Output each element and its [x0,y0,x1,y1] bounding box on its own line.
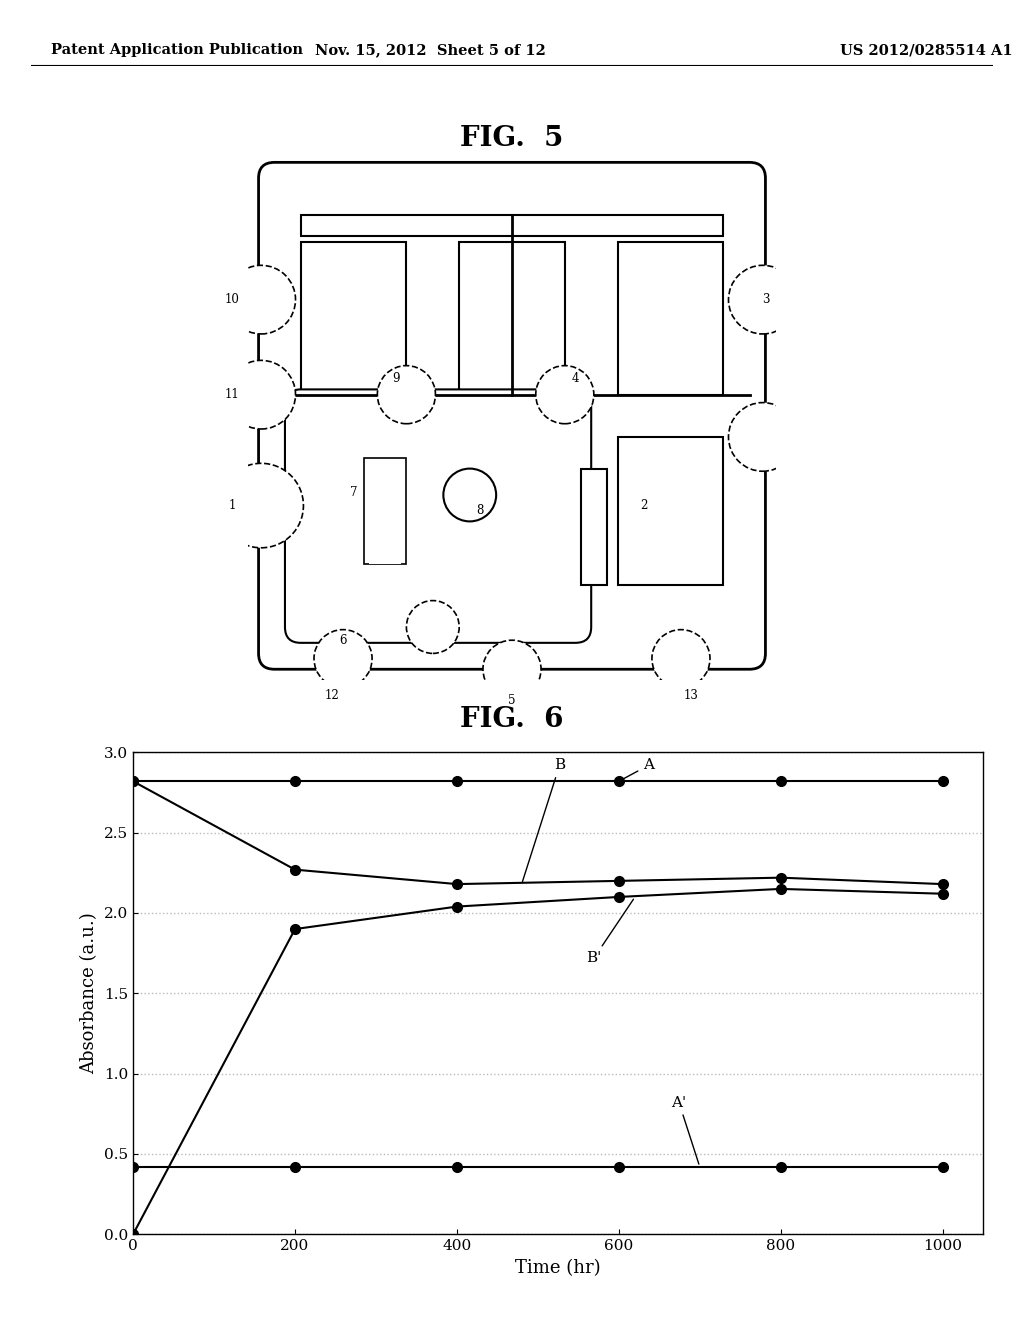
Text: Patent Application Publication: Patent Application Publication [51,44,303,57]
Bar [370,521,401,564]
Text: B': B' [587,899,634,965]
Bar [459,242,565,395]
Text: US 2012/0285514 A1: US 2012/0285514 A1 [840,44,1013,57]
Text: 10: 10 [224,293,240,306]
Bar [617,242,723,395]
Circle shape [536,366,594,424]
Text: 4: 4 [571,372,580,385]
Circle shape [483,640,541,698]
Circle shape [378,366,435,424]
Circle shape [219,463,303,548]
Y-axis label: Absorbance (a.u.): Absorbance (a.u.) [81,912,98,1074]
Text: 6: 6 [339,634,347,647]
FancyBboxPatch shape [285,389,591,643]
Circle shape [728,403,797,471]
Text: Nov. 15, 2012  Sheet 5 of 12: Nov. 15, 2012 Sheet 5 of 12 [314,44,546,57]
Circle shape [443,469,497,521]
Circle shape [227,265,296,334]
Text: 12: 12 [325,689,340,702]
Text: A: A [622,758,654,780]
X-axis label: Time (hr): Time (hr) [515,1258,601,1276]
Text: 2: 2 [640,499,648,512]
Bar [301,242,407,395]
Circle shape [652,630,710,688]
Bar [617,437,723,585]
Circle shape [227,360,296,429]
Text: 8: 8 [476,504,484,517]
Text: FIG.  6: FIG. 6 [460,706,564,733]
Bar [365,458,407,564]
Text: 13: 13 [684,689,699,702]
Text: 1: 1 [228,499,236,512]
Text: 3: 3 [762,293,769,306]
Text: FIG.  5: FIG. 5 [461,125,563,152]
Circle shape [314,630,372,688]
Circle shape [728,265,797,334]
Text: A': A' [672,1096,698,1164]
Text: 9: 9 [392,372,399,385]
Circle shape [407,601,459,653]
FancyBboxPatch shape [259,162,766,669]
Text: 11: 11 [225,388,240,401]
Bar [581,469,607,585]
Bar [301,215,723,236]
Text: B: B [522,758,565,882]
Text: 7: 7 [350,486,357,499]
Text: 5: 5 [508,694,516,708]
